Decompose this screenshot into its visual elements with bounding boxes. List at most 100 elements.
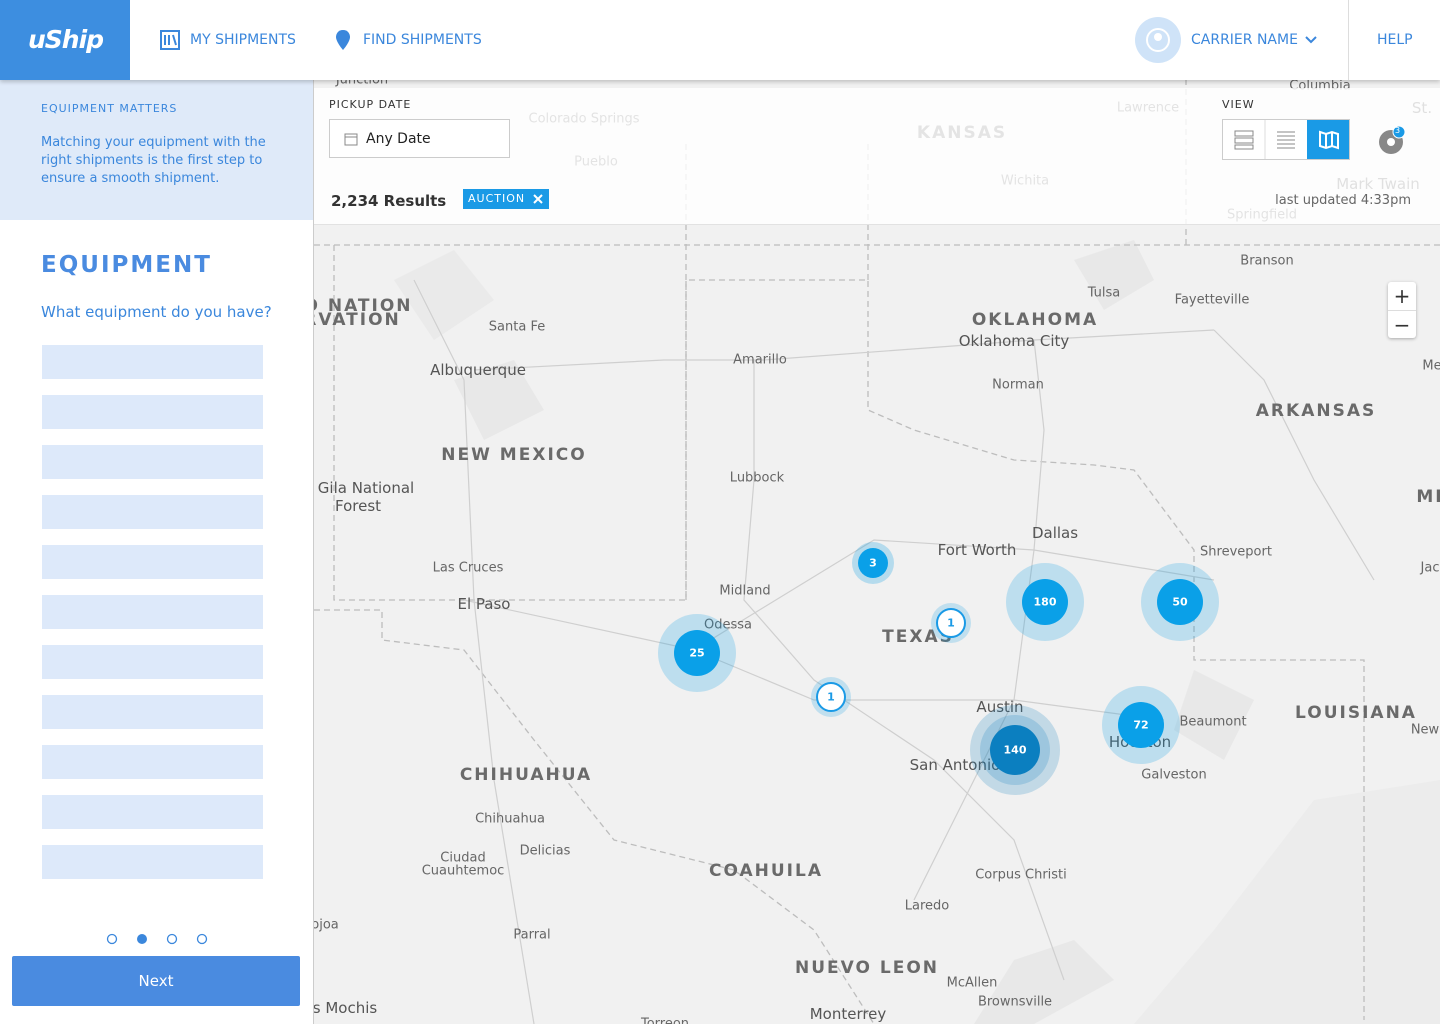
equipment-option[interactable]: [42, 845, 263, 879]
watch-icon[interactable]: [1378, 126, 1408, 156]
map-label: New: [1410, 722, 1440, 738]
cluster-count[interactable]: 1: [827, 690, 835, 704]
pickup-input[interactable]: Any Date: [329, 119, 510, 158]
view-icons[interactable]: [1223, 120, 1349, 159]
map-label: Forest: [334, 497, 382, 515]
user-name[interactable]: CARRIER NAME: [1191, 32, 1298, 48]
avatar[interactable]: [1134, 16, 1182, 64]
filter-bar: PICKUP DATE Any Date VIEW 3 2,234 Result…: [314, 88, 1440, 225]
cluster-shape[interactable]: [858, 548, 888, 578]
header: uShip MY SHIPMENTS FIND SHIPMENTS CARRIE…: [0, 0, 1440, 80]
calendar-icon: [344, 133, 358, 146]
equipment-option[interactable]: [42, 695, 263, 729]
map-label: Amarillo: [733, 352, 787, 368]
map-label: CHIHUAHUA: [459, 765, 593, 785]
equipment-option[interactable]: [42, 645, 263, 679]
map-label: Dallas: [1031, 524, 1079, 542]
info-title: EQUIPMENT MATTERS: [41, 102, 178, 115]
map-label: Monterrey: [809, 1005, 887, 1023]
zoom-out[interactable]: −: [1388, 310, 1416, 339]
map-label: Me: [1422, 358, 1440, 374]
map-label: Fayetteville: [1174, 292, 1250, 308]
map-label: Branson: [1240, 253, 1294, 269]
cluster-count[interactable]: 3: [869, 556, 877, 570]
map-label: NUEVO LEON: [795, 958, 939, 978]
logo: uShip: [28, 25, 104, 54]
user-caret[interactable]: [1304, 35, 1318, 45]
map-label: TEXAS: [882, 627, 954, 647]
filter-tag[interactable]: AUCTION: [463, 189, 550, 209]
cluster-count[interactable]: 140: [1003, 743, 1027, 757]
view-label: VIEW: [1222, 98, 1255, 111]
equipment-option[interactable]: [42, 795, 263, 829]
map-label: Santa Fe: [488, 319, 546, 335]
map-label: Midland: [719, 583, 771, 599]
view-toggle: [1222, 119, 1350, 160]
cluster-shape[interactable]: [936, 608, 966, 638]
cluster-layer: [658, 542, 1219, 795]
map[interactable]: JunctionColorado SpringsPuebloKANSASLawr…: [314, 80, 1440, 1024]
cluster-count[interactable]: 72: [1133, 718, 1149, 732]
results-count: 2,234 Results: [331, 192, 447, 210]
cluster-shape[interactable]: [1118, 702, 1164, 748]
map-label: Parral: [513, 927, 551, 943]
cluster-shape[interactable]: [1157, 579, 1203, 625]
next-button[interactable]: Next: [12, 956, 300, 1006]
pickup-value: Any Date: [366, 131, 431, 147]
map-label: Austin: [976, 698, 1024, 716]
pickup-label: PICKUP DATE: [329, 98, 412, 111]
map-label: Las Cruces: [432, 560, 504, 576]
map-label: Beaumont: [1179, 714, 1247, 730]
map-label: Delicias: [519, 843, 571, 859]
cluster-shape[interactable]: [816, 682, 846, 712]
filter-tag-label: AUCTION: [468, 192, 526, 205]
equipment-option[interactable]: [42, 545, 263, 579]
cluster-count[interactable]: 50: [1172, 595, 1188, 609]
remove-tag[interactable]: [533, 194, 543, 204]
map-label: McAllen: [946, 975, 998, 991]
help[interactable]: HELP: [1377, 32, 1413, 48]
map-label: LOUISIANA: [1295, 703, 1417, 723]
equipment-option[interactable]: [42, 745, 263, 779]
pager-dots: [106, 933, 208, 945]
nav-my-shipments[interactable]: MY SHIPMENTS: [190, 32, 296, 48]
map-label: Jac: [1420, 560, 1440, 576]
info-panel: EQUIPMENT MATTERS Matching your equipmen…: [0, 80, 313, 220]
map-label: Oklahoma City: [958, 332, 1070, 350]
equipment-option[interactable]: [42, 345, 263, 379]
map-label: Odessa: [704, 617, 752, 633]
equipment-option[interactable]: [42, 395, 263, 429]
cluster-count[interactable]: 25: [689, 646, 705, 660]
map-label: Gila National: [317, 479, 415, 497]
map-label: COAHUILA: [709, 861, 823, 881]
map-label: ojoa: [314, 917, 339, 933]
map-label: OKLAHOMA: [971, 310, 1099, 330]
cluster-shape[interactable]: [990, 725, 1040, 775]
map-label: Lubbock: [729, 470, 785, 486]
map-label: Ciudad: [440, 850, 486, 866]
map-label: MI: [1416, 487, 1440, 507]
question: What equipment do you have?: [41, 303, 272, 321]
zoom-control: + −: [1388, 282, 1416, 338]
map-label: San Antonio: [909, 756, 1001, 774]
map-label: Tulsa: [1087, 285, 1121, 301]
map-label: RVATION: [314, 310, 401, 330]
map-lines: [314, 80, 1440, 1024]
equipment-option[interactable]: [42, 445, 263, 479]
cluster-shape[interactable]: [674, 630, 720, 676]
cluster-count[interactable]: 180: [1033, 595, 1057, 609]
equipment-option[interactable]: [42, 595, 263, 629]
nav-find-shipments[interactable]: FIND SHIPMENTS: [363, 32, 482, 48]
equipment-option[interactable]: [42, 495, 263, 529]
header-divider: [1348, 0, 1349, 80]
zoom-in[interactable]: +: [1393, 284, 1411, 308]
map-label: Albuquerque: [430, 361, 526, 379]
info-text: Matching your equipment with the right s…: [41, 135, 266, 186]
logo-box[interactable]: uShip: [0, 0, 130, 80]
cluster-shape[interactable]: [1022, 579, 1068, 625]
cluster-count[interactable]: 1: [947, 616, 955, 630]
map-label: Torreon: [640, 1016, 690, 1024]
map-label: Chihuahua: [475, 811, 545, 827]
map-label: Corpus Christi: [975, 867, 1067, 883]
